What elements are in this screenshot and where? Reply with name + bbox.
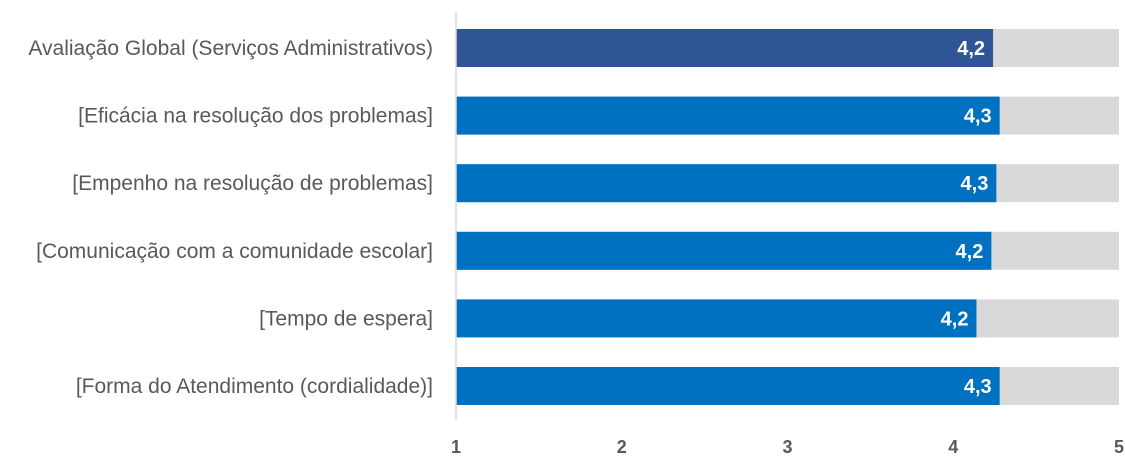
x-tick-label: 3 — [782, 437, 792, 457]
data-label: 4,2 — [941, 308, 969, 330]
category-label: [Tempo de espera] — [259, 307, 433, 330]
category-label: [Forma do Atendimento (cordialidade)] — [76, 375, 433, 398]
bar — [456, 299, 977, 338]
x-tick-label: 4 — [948, 437, 958, 457]
data-label: 4,2 — [956, 241, 984, 263]
x-tick-label: 1 — [451, 437, 461, 457]
category-labels: Avaliação Global (Serviços Administrativ… — [28, 37, 433, 398]
x-axis-tick-labels: 1 2 3 4 5 — [451, 437, 1124, 457]
bar — [456, 367, 1000, 405]
category-label: Avaliação Global (Serviços Administrativ… — [28, 37, 433, 60]
bar — [456, 231, 992, 270]
category-label: [Eficácia na resolução dos problemas] — [78, 105, 433, 128]
background-bars — [456, 29, 1119, 405]
data-label: 4,2 — [957, 38, 985, 60]
category-label: [Comunicação com a comunidade escolar] — [36, 240, 433, 263]
bar — [456, 96, 1000, 135]
bar — [456, 164, 997, 203]
data-label: 4,3 — [961, 173, 989, 195]
data-label: 4,3 — [964, 106, 992, 128]
x-tick-label: 2 — [617, 437, 627, 457]
bar — [456, 29, 994, 67]
data-bars — [456, 29, 1000, 405]
x-tick-label: 5 — [1114, 437, 1124, 457]
category-label: [Empenho na resolução de problemas] — [72, 172, 433, 195]
data-label: 4,3 — [964, 376, 992, 398]
value-labels: 4,2 4,3 4,3 4,2 4,2 4,3 — [941, 38, 992, 398]
